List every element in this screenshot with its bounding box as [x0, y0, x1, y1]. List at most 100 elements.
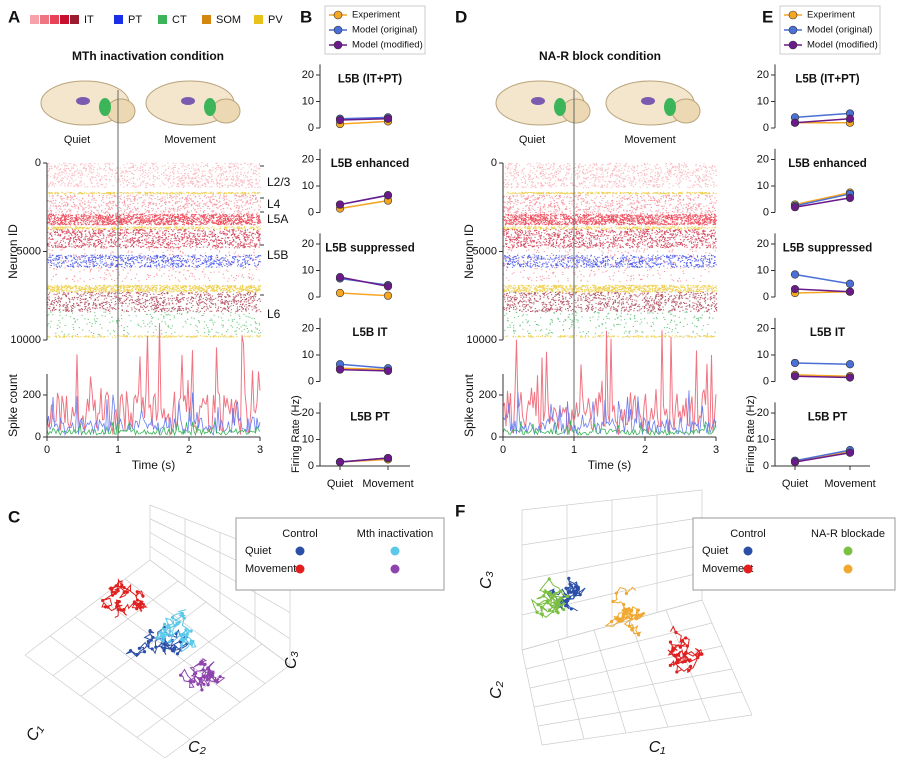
trajectory-dot	[678, 644, 682, 648]
trajectory-dot	[122, 608, 126, 612]
cell-swatch	[30, 15, 39, 24]
trajectory-dot	[139, 600, 143, 605]
trajectory-dot	[700, 652, 704, 656]
x-tick-label: 0	[500, 444, 506, 456]
legend-marker	[333, 25, 343, 35]
legend-dot	[390, 564, 400, 574]
trajectory-dot	[566, 598, 570, 603]
data-point	[383, 282, 393, 291]
grid-3d	[99, 597, 241, 703]
trajectory-dot	[215, 680, 220, 684]
x-tick-label: Quiet	[782, 478, 808, 490]
series-line	[339, 363, 389, 369]
trajectory-dot	[122, 590, 126, 595]
trajectory-dot	[547, 577, 551, 581]
trajectory-dot	[129, 648, 133, 653]
series-line	[794, 193, 851, 207]
panel-label: C	[8, 507, 20, 526]
trajectory-dot	[624, 616, 628, 620]
cell-swatch	[60, 15, 69, 24]
trajectory-dot	[687, 659, 692, 663]
trajectory-dot	[675, 670, 679, 674]
trajectory-dot	[146, 639, 150, 644]
grid-3d	[164, 664, 291, 759]
trajectory-dot	[567, 576, 571, 580]
legend-row: Quiet	[702, 545, 728, 557]
trajectory-dot	[573, 593, 577, 597]
trajectory-dot	[205, 678, 209, 682]
data-point	[790, 203, 800, 212]
raster-texture	[47, 284, 262, 293]
trajectory-dot	[635, 615, 639, 619]
trajectory-dot	[540, 612, 544, 616]
trajectory-dot	[566, 594, 570, 598]
thalamus	[641, 97, 655, 105]
spike-trace	[502, 330, 717, 435]
chart-title: L5B enhanced	[331, 158, 410, 170]
raster-texture	[47, 194, 262, 215]
series-line	[794, 375, 851, 379]
legend-column: Control	[730, 528, 765, 540]
data-point	[335, 288, 345, 298]
trajectory-dot	[206, 683, 210, 687]
trajectory-dot	[566, 590, 571, 595]
grid-3d	[593, 629, 627, 734]
trajectory-dot	[569, 607, 573, 611]
trajectory	[101, 578, 148, 618]
y-tick-label: 0	[491, 431, 497, 443]
data-point	[790, 284, 800, 294]
trajectory-dot	[188, 679, 192, 683]
grid-3d	[521, 517, 703, 546]
series-line	[794, 362, 851, 366]
trajectory-dot	[141, 594, 145, 598]
trajectory-dot	[111, 593, 115, 597]
spike-trace	[502, 390, 717, 436]
cell-type-label: PV	[268, 14, 283, 26]
y-tick-label: 0	[763, 206, 769, 218]
data-point	[383, 366, 393, 376]
chart-title: L5B (IT+PT)	[338, 73, 402, 85]
y-tick-label: 20	[757, 322, 769, 334]
y-tick-label: 10	[757, 349, 769, 361]
y-tick-label: 20	[302, 322, 314, 334]
data-point	[845, 114, 855, 123]
data-point	[335, 273, 345, 282]
y-tick-label: 5000	[17, 245, 41, 257]
y-tick-label: 0	[491, 157, 497, 169]
trajectory-dot	[675, 653, 679, 657]
panel-title: NA-R block condition	[539, 49, 661, 63]
trajectory-dot	[115, 588, 120, 592]
trajectory-dot	[551, 590, 555, 594]
cell-swatch	[40, 15, 49, 24]
y-tick-label: 10	[302, 95, 314, 107]
panel-label: A	[8, 7, 20, 26]
raster-texture	[47, 254, 262, 268]
trajectory-dot	[116, 608, 121, 612]
trajectory-dot	[614, 617, 619, 621]
y-axis-label: Spike count	[6, 373, 20, 436]
y-tick-label: 10	[302, 433, 314, 445]
x-tick-label: 1	[115, 444, 121, 456]
raster-texture	[503, 213, 718, 226]
trajectory-dot	[686, 668, 691, 673]
trajectory-dot	[544, 590, 548, 594]
trajectory-dot	[135, 652, 139, 657]
chart-title: L5B PT	[808, 411, 848, 423]
y-tick-label: 10	[302, 180, 314, 192]
trajectory-dot	[161, 635, 165, 639]
trajectory	[125, 626, 188, 658]
spike-trace	[46, 392, 261, 436]
axis-label-3d: C₂	[488, 681, 505, 699]
trajectory-dot	[542, 594, 546, 598]
data-point	[790, 457, 800, 467]
panel-label: B	[300, 7, 312, 26]
chart-title: L5B suppressed	[783, 242, 872, 254]
cell-type-label: PT	[128, 14, 142, 26]
brain-part	[106, 98, 136, 124]
raster-texture	[47, 335, 261, 338]
trajectory-dot	[180, 611, 184, 616]
trajectory-dot	[559, 596, 563, 600]
legend-marker	[788, 40, 798, 50]
trajectory-dot	[150, 647, 154, 651]
trajectory-dot	[199, 660, 203, 664]
